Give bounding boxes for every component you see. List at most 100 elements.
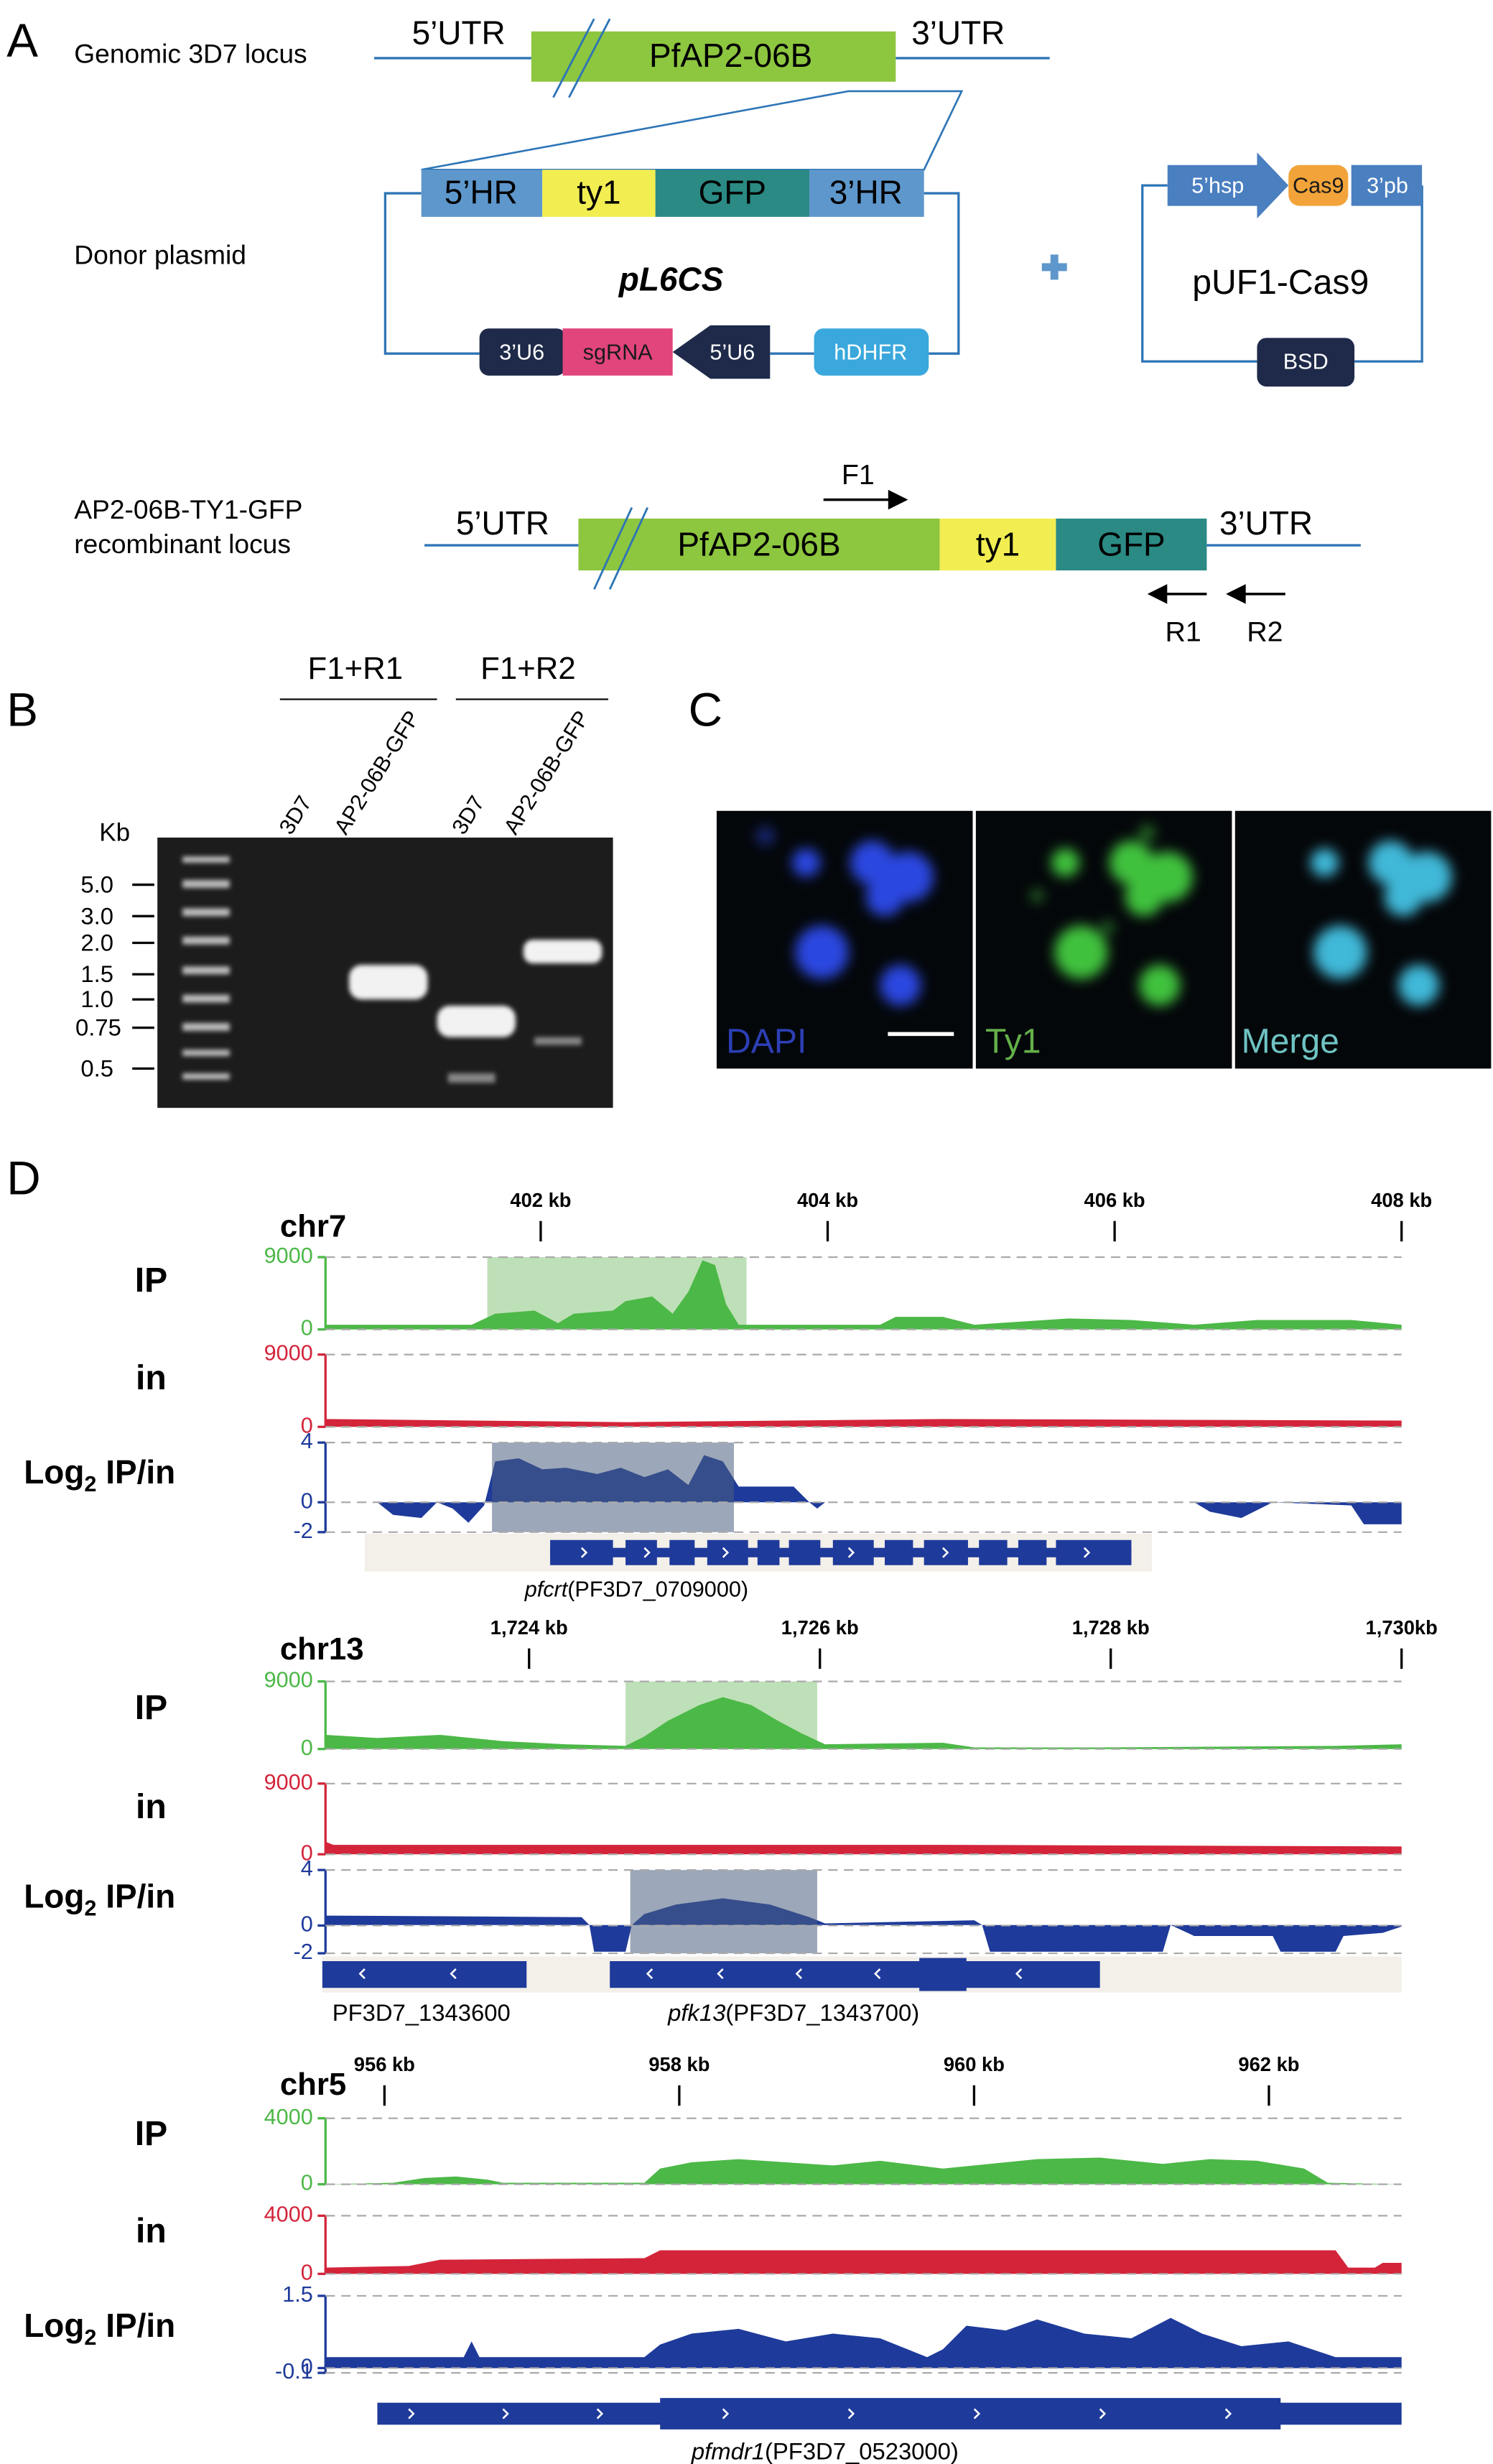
primer-arrow: [823, 489, 1285, 604]
part-label: ty1: [577, 173, 620, 210]
ladder-ticks: [132, 883, 154, 1070]
x-tick-label: 960 kb: [944, 2053, 1005, 2075]
part-box: [809, 170, 924, 217]
gene-label: PF3D7_1343600: [332, 1999, 511, 2026]
part-label: GFP: [699, 173, 766, 210]
chromosome-label: chr13: [280, 1631, 364, 1667]
plasmid-outline: [1141, 184, 1257, 363]
track-label: IP: [135, 1261, 167, 1300]
log-ratio: [325, 1455, 1402, 2368]
part-box: [1257, 338, 1355, 387]
plasmid-name: pL6CS: [618, 261, 724, 298]
part-box: [562, 328, 673, 376]
utr-label: 5’UTR: [456, 504, 549, 542]
ladder-label: 2.0: [80, 929, 113, 955]
ladder-label: 0.75: [75, 1014, 121, 1041]
gene-model: [322, 1534, 1402, 2430]
row-label: Genomic 3D7 locus: [74, 39, 307, 69]
panel-label: A: [6, 14, 38, 67]
label-sub: 2: [84, 1472, 96, 1496]
label-rest: IP/in: [96, 1878, 175, 1915]
part-box: [655, 170, 809, 217]
plasmid-outline: [1354, 185, 1423, 363]
y-tick-label: 0: [301, 1316, 313, 1340]
x-tick-label: 1,730kb: [1366, 1616, 1438, 1639]
panel-label: D: [6, 1152, 40, 1205]
utr-label: 5’UTR: [412, 14, 506, 51]
part-label: GFP: [1097, 525, 1165, 562]
part-label: ty1: [976, 525, 1020, 562]
plus-sign: [1041, 254, 1067, 280]
gene-id: (PF3D7_0709000): [567, 1578, 748, 1602]
gene-label: pfk13(PF3D7_1343700): [667, 1999, 919, 2026]
lane-label: AP2-06B-GFP: [330, 707, 425, 839]
lane-label: 3D7: [447, 792, 490, 839]
channel-label: DAPI: [726, 1022, 806, 1061]
y-tick-label: 0: [301, 1840, 313, 1865]
y-tick-label: -0.1: [275, 2359, 313, 2384]
part-label: 3’pb: [1367, 173, 1408, 198]
channel-label: Merge: [1242, 1022, 1339, 1061]
lane-label: 3D7: [274, 792, 317, 839]
gene-label: pfmdr1(PF3D7_0523000): [691, 2437, 959, 2464]
gene-box: [531, 31, 896, 82]
utr-label: 3’UTR: [911, 14, 1005, 51]
row-label: recombinant locus: [74, 529, 291, 559]
break-mark: [552, 18, 611, 98]
x-tick-label: 1,728 kb: [1072, 1616, 1150, 1639]
x-tick-label: 406 kb: [1084, 1189, 1145, 1211]
label-base: Log: [24, 1453, 84, 1491]
x-tick-label: 956 kb: [354, 2053, 415, 2075]
x-tick-label: 1,724 kb: [490, 1616, 568, 1639]
gene-symbol: pfcrt: [524, 1578, 569, 1602]
label-sub: 2: [84, 2325, 96, 2350]
y-tick-label: 4000: [264, 2105, 313, 2129]
track-label: IP: [135, 1688, 167, 1727]
y-tick-label: 0: [301, 2171, 313, 2195]
track-label: in: [136, 1787, 167, 1826]
plasmid-outline: [383, 192, 480, 355]
x-tick-label: 962 kb: [1238, 2053, 1299, 2075]
part-box: [542, 170, 656, 217]
part-label: 3’HR: [829, 173, 903, 210]
ladder-label: 5.0: [80, 871, 113, 898]
x-tick-label: 408 kb: [1371, 1189, 1432, 1211]
x-tick-label: 958 kb: [648, 2053, 710, 2075]
utr-label: 3’UTR: [1219, 504, 1313, 542]
ladder-label: 0.5: [80, 1055, 113, 1081]
highlights: [492, 1442, 817, 1954]
y-tick-label: 0: [301, 1488, 313, 1513]
track-label: Log2 IP/in: [24, 1453, 175, 1496]
ip-coverage: [325, 1260, 1402, 2185]
dapi-signal: [755, 826, 934, 1006]
gel-bands: [349, 940, 603, 1083]
primer-label: R1: [1165, 616, 1201, 648]
y-tick-label: 9000: [264, 1668, 313, 1692]
y-tick-label: 4: [301, 1429, 313, 1453]
part-box: [1288, 165, 1349, 206]
pair-label: F1+R1: [308, 651, 404, 686]
gene-id: (PF3D7_1343700): [725, 1999, 919, 2026]
part-label: sgRNA: [583, 340, 654, 364]
gene-label: PfAP2-06B: [677, 525, 840, 562]
lane-label: AP2-06B-GFP: [499, 707, 595, 839]
channel-label: Ty1: [985, 1022, 1041, 1061]
y-tick-label: 4000: [264, 2202, 313, 2226]
label-base: Log: [24, 2307, 84, 2344]
y-tick-label: 9000: [264, 1243, 313, 1268]
label-rest: IP/in: [96, 1453, 175, 1491]
part-box: [421, 170, 543, 217]
plasmid-name: pUF1-Cas9: [1192, 263, 1369, 302]
row-label: AP2-06B-TY1-GFP: [74, 494, 302, 524]
part-label: 5’HR: [445, 173, 518, 210]
track-label: in: [136, 2212, 167, 2251]
gene-label: PfAP2-06B: [649, 37, 812, 74]
chromosome-label: chr7: [280, 1209, 346, 1244]
row-label: Donor plasmid: [74, 240, 246, 270]
unit-label: Kb: [99, 818, 130, 846]
track-label: IP: [135, 2114, 167, 2153]
ladder-bands: [182, 856, 230, 1080]
panel-label: B: [6, 684, 38, 736]
primer-label: R2: [1247, 616, 1283, 648]
